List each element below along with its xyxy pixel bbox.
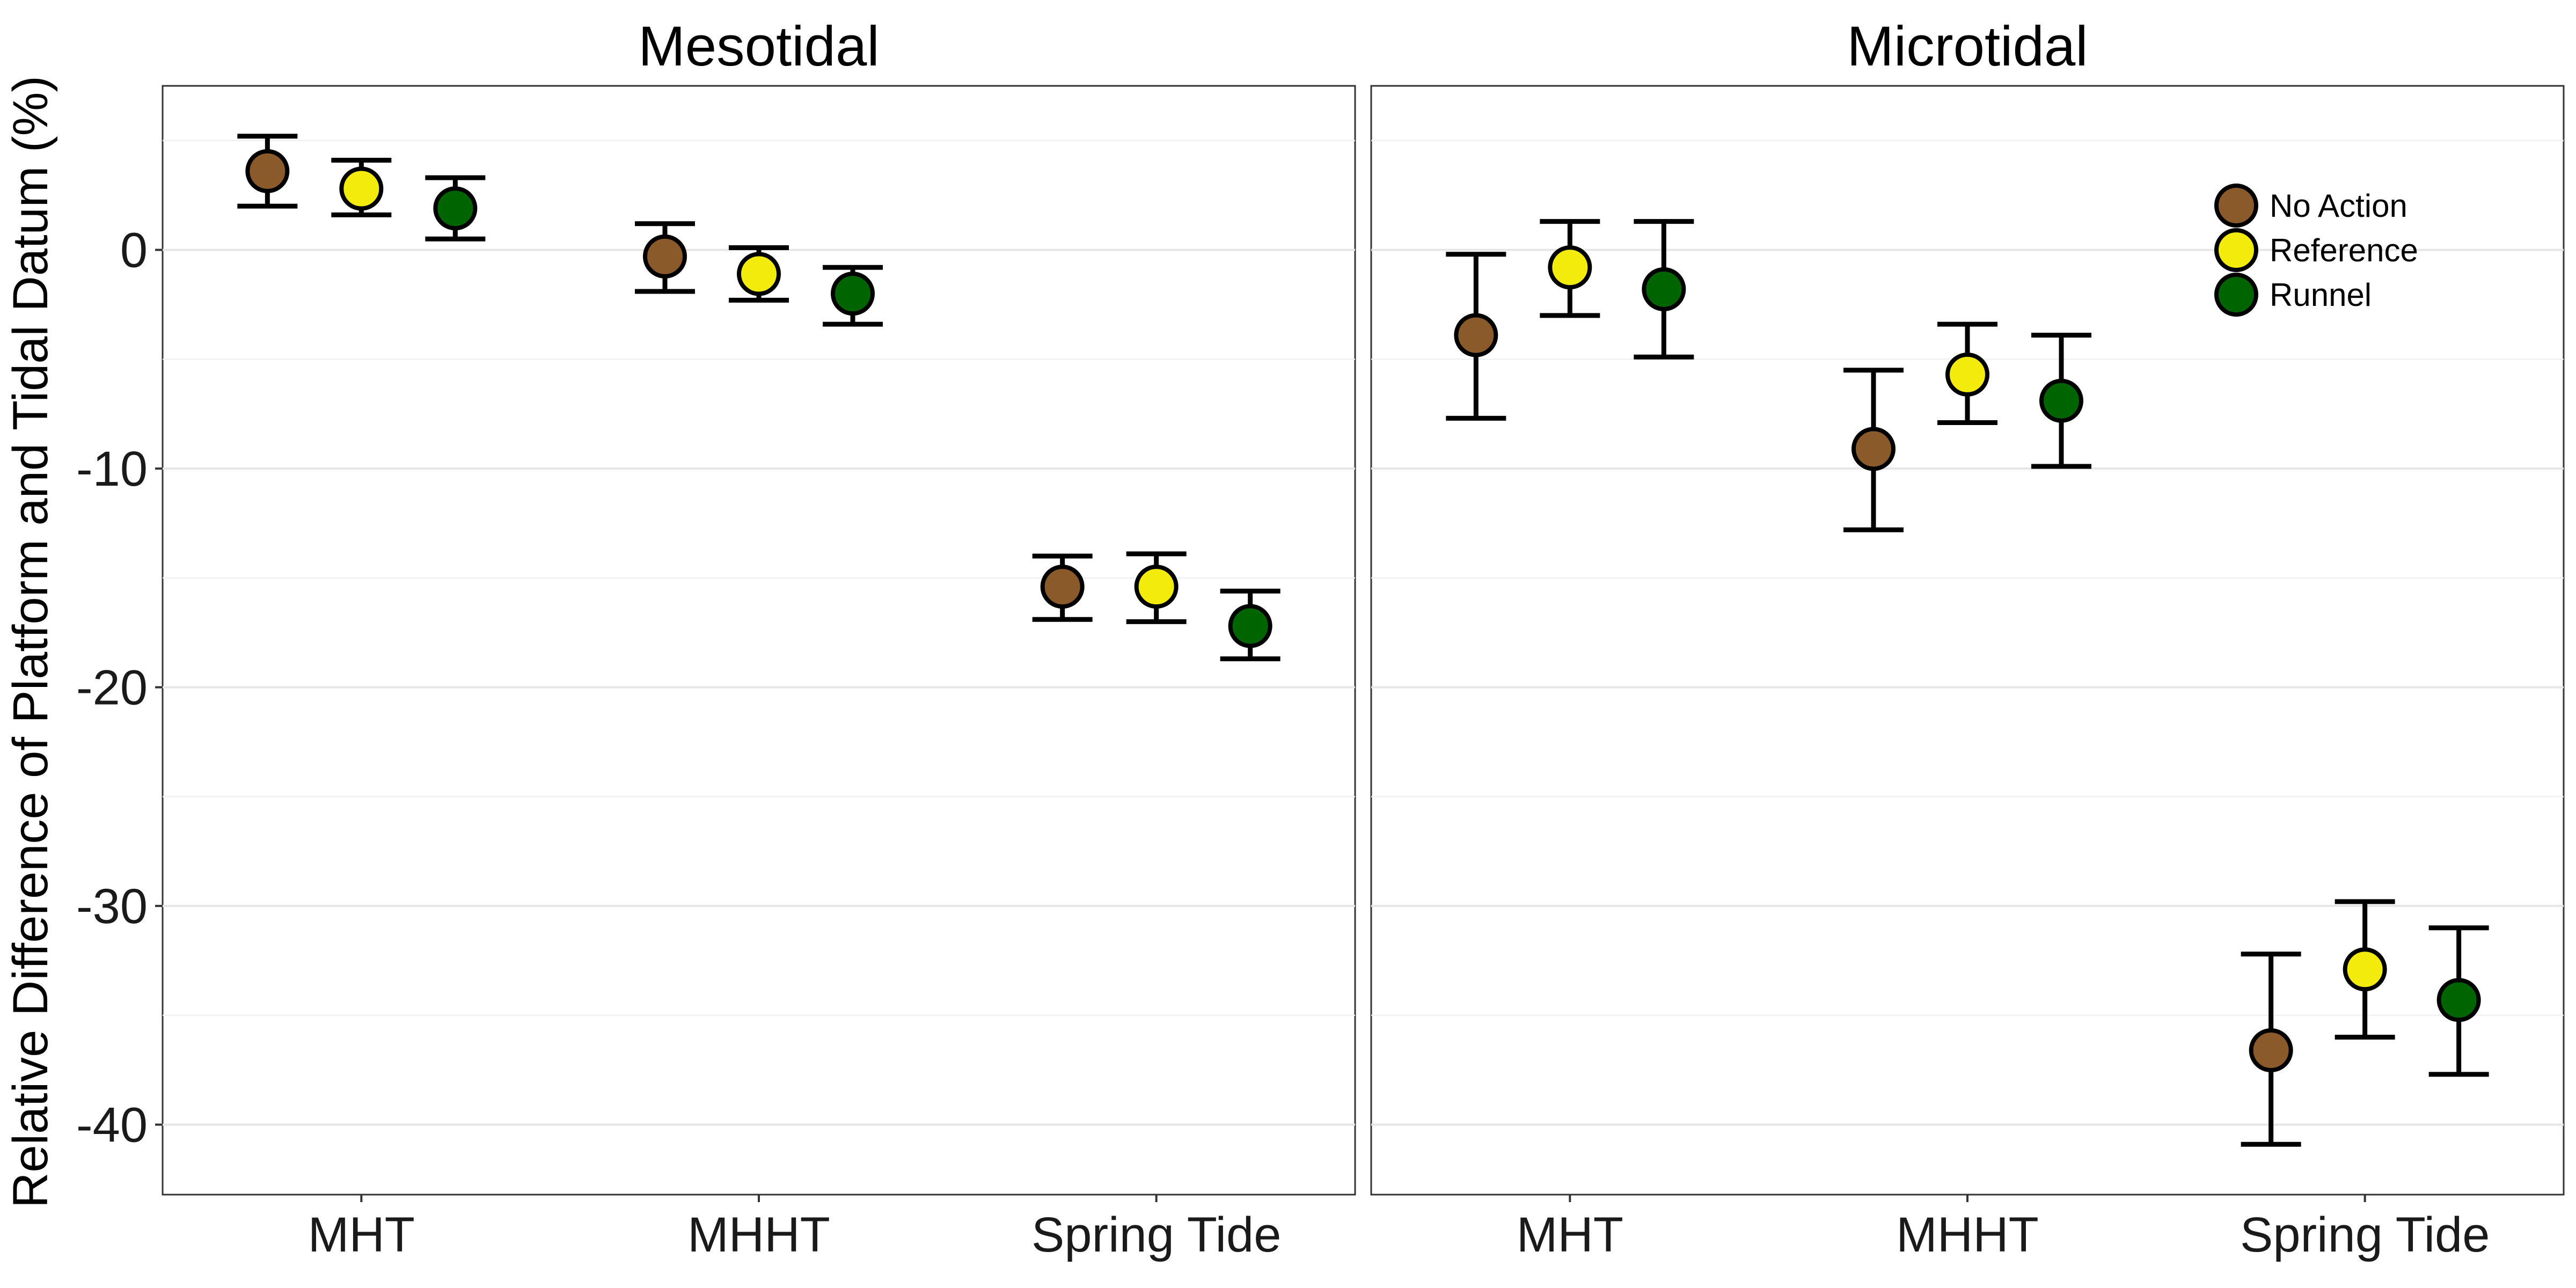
data-point: [1642, 267, 1686, 311]
x-tick-label: MHT: [1517, 1208, 1623, 1262]
legend-item-reference: Reference: [2214, 228, 2418, 272]
y-tick-label: -30: [76, 879, 148, 934]
data-point: [2436, 978, 2481, 1022]
x-tick-label: Spring Tide: [2240, 1208, 2490, 1262]
y-tick-label: 0: [120, 223, 148, 278]
data-point: [2039, 378, 2083, 423]
data-point: [1228, 604, 1272, 648]
legend-label: Runnel: [2270, 277, 2372, 313]
legend-key: [2214, 228, 2258, 272]
series-reference: [331, 158, 1187, 624]
data-point: [433, 186, 478, 231]
x-tick-label: MHHT: [1896, 1208, 2039, 1262]
y-tick-label: -20: [76, 661, 148, 715]
series-no-action: [1446, 252, 2301, 1147]
legend-key: [2214, 184, 2258, 228]
data-point: [831, 272, 875, 316]
x-tick-label: MHHT: [687, 1208, 830, 1262]
y-tick-label: -40: [76, 1098, 148, 1153]
data-point: [643, 234, 687, 279]
panels: Mesotidal 0 -10 -20 -30 -40 MHT MHHT Spring Tide…: [76, 15, 2565, 1262]
series-reference: [1540, 219, 2395, 1040]
series-no-action: [237, 134, 1093, 622]
data-point: [339, 166, 384, 211]
legend-item-no-action: No Action: [2214, 184, 2407, 228]
data-point: [1040, 565, 1085, 609]
x-tick-label: Spring Tide: [1031, 1208, 1281, 1262]
data-point: [2343, 947, 2387, 992]
data-point: [1548, 245, 1592, 290]
data-point: [737, 252, 781, 296]
series-runnel: [425, 175, 1280, 662]
data-point: [245, 149, 290, 193]
series-runnel: [1634, 219, 2489, 1077]
panel-microtidal: Microtidal MHT MHHT Spring Tide: [1370, 15, 2565, 1262]
legend: No Action Reference Runnel: [2214, 184, 2418, 317]
data-point: [1454, 313, 1498, 357]
x-tick-label: MHT: [308, 1208, 415, 1262]
legend-label: No Action: [2270, 188, 2407, 224]
legend-key: [2214, 273, 2258, 317]
y-tick-label: -10: [76, 442, 148, 496]
y-axis-title: Relative Difference of Platform and Tida…: [3, 76, 58, 1208]
data-point: [1945, 352, 1989, 397]
panel-title: Mesotidal: [638, 15, 879, 78]
panel-title: Microtidal: [1847, 15, 2088, 78]
legend-label: Reference: [2270, 232, 2418, 268]
panel-mesotidal: Mesotidal 0 -10 -20 -30 -40 MHT MHHT Spring Tide: [76, 15, 1356, 1262]
data-point: [1134, 565, 1179, 609]
data-point: [1851, 427, 1896, 471]
legend-item-runnel: Runnel: [2214, 273, 2372, 317]
data-point: [2249, 1028, 2293, 1073]
